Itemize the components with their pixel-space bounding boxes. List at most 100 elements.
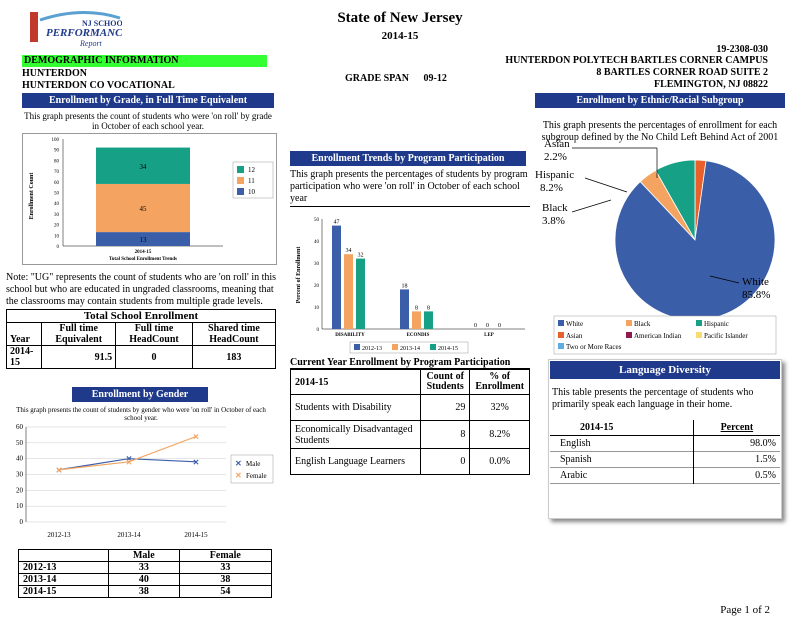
gender-cell: 38 [178, 573, 273, 586]
program-cell: 8.2% [469, 420, 530, 449]
program-bar-label: 8 [427, 305, 430, 311]
county-name: HUNTERDON [22, 68, 88, 79]
grade-ytick: 50 [54, 192, 60, 197]
pie-label-name: Black [542, 202, 568, 214]
total-enrollment-cell: 91.5 [41, 345, 117, 369]
program-table: 2014-15 Count of Students % of Enrollmen… [290, 369, 530, 475]
demographic-label: DEMOGRAPHIC INFORMATION [22, 55, 267, 67]
enroll-grade-title: Enrollment by Grade, in Full Time Equiva… [22, 93, 274, 108]
language-box [548, 359, 782, 519]
program-table-title: Current Year Enrollment by Program Parti… [290, 357, 530, 369]
enroll-grade-chart: Enrollment Count 0 10 20 30 40 50 60 70 80 90 100 … [22, 133, 277, 265]
ethnic-legend: White Black Hispanic Asian American Indi… [553, 315, 777, 355]
grade-ytick: 70 [54, 170, 60, 175]
total-enrollment-header: Full time Equivalent [41, 322, 117, 346]
gender-ytick: 60 [16, 423, 24, 431]
program-bar [344, 254, 353, 329]
pie-label-pct: 8.2% [540, 182, 563, 194]
district-name: HUNTERDON CO VOCATIONAL [22, 80, 175, 91]
total-enrollment-cell: 2014-15 [5, 345, 43, 369]
ungraded-note: Note: "UG" represents the count of stude… [6, 272, 277, 307]
gender-cell: 2013-14 [18, 573, 109, 586]
language-cell: Arabic [560, 470, 588, 481]
program-ytick: 40 [314, 240, 320, 245]
grade-ytick: 90 [54, 149, 60, 154]
grade-ytick: 40 [54, 202, 60, 207]
total-enrollment-header: Year [5, 322, 43, 346]
grade-ytick: 0 [57, 245, 60, 250]
pie-label-pct: 3.8% [542, 215, 565, 227]
program-trend-chart: Percent of Enrollment 0 10 20 30 40 50 47 34 32… [290, 213, 530, 355]
logo-graphic: NJ SCHOOL PERFORMANCE Report [30, 11, 130, 48]
total-enrollment-cell: 0 [115, 345, 193, 369]
language-header: 2014-15 [580, 422, 614, 433]
gender-row: 2012-13 33 33 [18, 561, 273, 574]
program-cat-label: LEP [484, 333, 494, 338]
grade-bar-segment [96, 232, 190, 246]
gender-point: ✕ [56, 466, 63, 475]
enroll-grade-desc: This graph presents the count of student… [24, 111, 272, 131]
pie-label-pct: 85.8% [742, 289, 770, 301]
page-footer: Page 1 of 2 [720, 604, 770, 616]
program-cat-label: DISABILITY [335, 333, 365, 338]
ethnic-title: Enrollment by Ethnic/Racial Subgroup [535, 93, 785, 108]
grade-bar-segment [96, 183, 190, 233]
total-enrollment-header: Full time HeadCount [115, 322, 193, 346]
program-bar-label: 0 [474, 323, 477, 329]
gender-ytick: 0 [20, 518, 24, 526]
gender-cell: 33 [178, 561, 273, 574]
program-header: % of Enrollment [469, 369, 530, 395]
program-bar [424, 311, 433, 329]
total-enrollment-table: Total School Enrollment Year Full time E… [5, 309, 277, 369]
grade-bar-segment [96, 147, 190, 184]
program-cell: 32% [469, 394, 530, 421]
gender-point: ✕ [193, 433, 200, 442]
program-ytick: 30 [314, 262, 320, 267]
program-cell: 29 [419, 394, 471, 421]
program-legend-item: 2014-15 [438, 346, 458, 352]
school-code: 19-2308-030 [716, 44, 768, 55]
language-header: Percent [692, 420, 780, 436]
program-cell: English Language Learners [290, 448, 421, 475]
gender-cell: 2014-15 [18, 585, 109, 598]
grade-legend-10: 10 [248, 188, 256, 196]
gender-ytick: 30 [16, 471, 24, 479]
program-row: Students with Disability 29 32% [290, 394, 530, 421]
enroll-gender-title: Enrollment by Gender [72, 387, 208, 402]
total-enrollment-header: Shared time HeadCount [191, 322, 277, 346]
grade-bar-label: 13 [140, 236, 148, 244]
total-enrollment-cell: 183 [191, 345, 277, 369]
gender-line-male [58, 458, 197, 471]
program-legend-item: 2012-13 [362, 346, 382, 352]
logo: NJ SCHOOL PERFORMANCE Report [22, 8, 130, 50]
grade-bar-label: 34 [140, 163, 148, 171]
gender-header: Female [178, 549, 273, 562]
program-bar-label: 34 [346, 248, 352, 254]
grade-ytick: 30 [54, 213, 60, 218]
language-cell: 98.0% [692, 435, 780, 452]
gender-xtick: 2013-14 [117, 531, 141, 539]
gender-legend-female: Female [246, 472, 267, 480]
program-cell: 0.0% [469, 448, 530, 475]
grade-ytick: 20 [54, 224, 60, 229]
grade-cat-label: 2014-15 [135, 250, 152, 255]
grade-ytick: 80 [54, 159, 60, 164]
grade-ylabel: Enrollment Count [29, 173, 35, 220]
program-bar [412, 311, 421, 329]
logo-line3: Report [79, 39, 103, 48]
program-bar-label: 32 [358, 253, 364, 259]
pie-label-pct: 2.2% [544, 151, 567, 163]
program-bar-label: 47 [334, 220, 340, 226]
gender-xticks: 2012-13 2013-14 2014-15 [47, 531, 208, 539]
language-desc: This table presents the percentage of st… [552, 387, 754, 410]
ethnic-desc: This graph presents the percentages of e… [541, 120, 779, 143]
gender-table: Male Female 2012-13 33 33 2013-14 40 38 … [18, 549, 273, 598]
program-bar-label: 18 [402, 283, 408, 289]
grade-bar-label: 45 [140, 205, 148, 213]
gender-cell: 38 [108, 585, 180, 598]
ethnic-legend-item: American Indian [634, 332, 682, 340]
language-cell: 1.5% [692, 451, 780, 468]
gender-xtick: 2012-13 [47, 531, 71, 539]
grade-span: GRADE SPAN 09-12 [345, 73, 447, 84]
gender-legend: ✕ Male ✕ Female [230, 454, 274, 484]
